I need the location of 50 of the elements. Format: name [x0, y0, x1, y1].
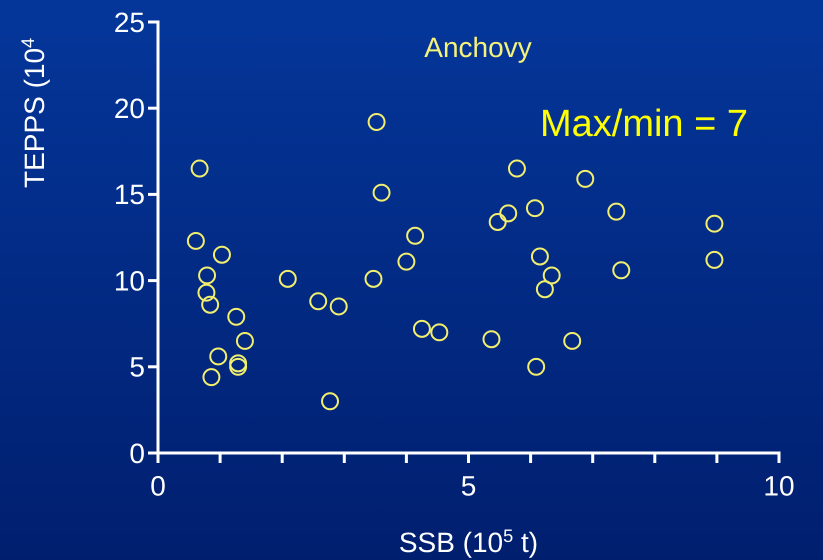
point — [368, 113, 386, 131]
point — [508, 160, 526, 178]
point — [309, 292, 328, 310]
point — [397, 252, 416, 271]
x-axis-title: SSB (10$^{5}$ t) — [398, 526, 538, 558]
point — [190, 160, 209, 178]
point — [607, 202, 626, 221]
point — [406, 226, 424, 245]
point — [197, 284, 216, 302]
y-tick-label: 15 — [114, 179, 145, 210]
y-tick-label: 0 — [129, 438, 145, 469]
point — [364, 270, 382, 288]
point — [563, 332, 582, 350]
point — [430, 323, 448, 342]
point — [229, 358, 248, 376]
point — [488, 213, 507, 231]
point — [227, 308, 246, 326]
point — [321, 392, 339, 410]
y-tick-label: 5 — [129, 352, 145, 383]
x-tick-label: 0 — [150, 470, 166, 502]
point — [705, 250, 724, 269]
point — [229, 354, 248, 372]
chart-title: Anchovy — [424, 32, 532, 63]
point — [236, 332, 254, 350]
point — [278, 270, 297, 288]
y-tick-label: 20 — [114, 93, 145, 124]
point — [499, 204, 518, 222]
point — [526, 199, 544, 218]
point — [530, 248, 549, 266]
point — [209, 347, 228, 366]
point — [536, 280, 554, 298]
point — [576, 170, 594, 188]
x-tick-label: 10 — [763, 470, 795, 502]
point — [186, 232, 205, 250]
point — [198, 266, 216, 284]
point — [612, 261, 630, 280]
y-tick-label: 25 — [114, 6, 145, 38]
x-tick-label: 5 — [460, 470, 476, 502]
point — [542, 266, 561, 284]
point — [482, 330, 500, 348]
point — [330, 297, 348, 316]
y-tick-label: 10 — [114, 265, 145, 296]
point — [412, 320, 431, 338]
annotation: Max/min = 7 — [540, 103, 748, 145]
point — [705, 214, 724, 233]
point — [201, 296, 220, 314]
point — [212, 246, 231, 264]
point — [372, 184, 391, 202]
point — [202, 368, 220, 386]
point — [527, 358, 546, 376]
